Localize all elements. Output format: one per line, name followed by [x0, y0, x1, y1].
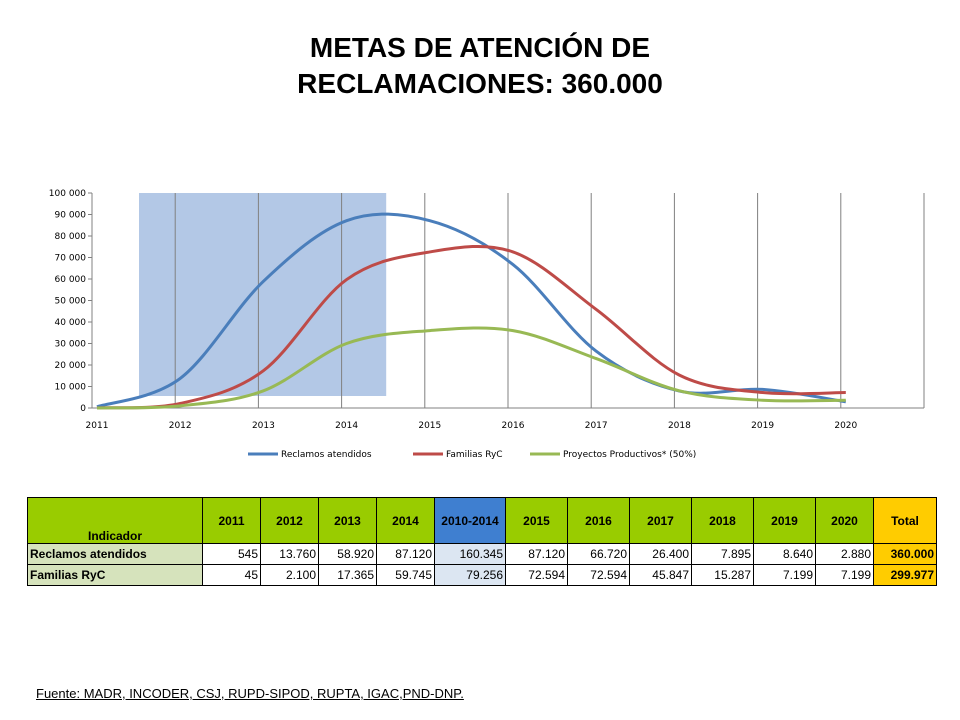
table-cell: 79.256 — [434, 564, 506, 586]
table-cell: 2.100 — [260, 564, 319, 586]
x-tick-label: 2012 — [169, 421, 192, 431]
table-cell: 545 — [202, 543, 261, 565]
table-cell: 45 — [202, 564, 261, 586]
x-tick-label: 2019 — [751, 421, 774, 431]
table-cell: 7.895 — [691, 543, 754, 565]
x-tick-label: 2020 — [834, 421, 857, 431]
y-tick-label: 0 — [80, 404, 86, 414]
x-tick-label: 2017 — [585, 421, 608, 431]
table-cell: 17.365 — [318, 564, 377, 586]
header-cell: 2017 — [629, 497, 692, 544]
table-cell: 58.920 — [318, 543, 377, 565]
y-tick-label: 100 000 — [49, 189, 86, 199]
y-tick-label: 70 000 — [55, 254, 87, 264]
header-cell: 2019 — [753, 497, 816, 544]
y-tick-label: 40 000 — [55, 318, 87, 328]
data-table: Indicador 2011 2012 2013 2014 2010-2014 … — [27, 497, 937, 586]
title-line-2: RECLAMACIONES: 360.000 — [297, 68, 663, 99]
table-cell: 360.000 — [873, 543, 937, 565]
table-cell: 15.287 — [691, 564, 754, 586]
y-tick-label: 60 000 — [55, 275, 87, 285]
y-tick-label: 90 000 — [55, 211, 87, 221]
x-tick-label: 2011 — [86, 421, 109, 431]
table-cell: 72.594 — [505, 564, 568, 586]
y-tick-label: 50 000 — [55, 297, 87, 307]
legend-label: Proyectos Productivos* (50%) — [563, 450, 696, 460]
series-line — [96, 244, 846, 410]
table-row: Reclamos atendidos 545 13.760 58.920 87.… — [27, 543, 937, 565]
table-cell: 2.880 — [815, 543, 874, 565]
header-cell: 2015 — [505, 497, 568, 544]
header-cell: 2010-2014 — [434, 497, 506, 544]
header-cell: 2016 — [567, 497, 630, 544]
row-label: Reclamos atendidos — [27, 543, 203, 565]
shaded-period — [139, 193, 387, 396]
legend-label: Reclamos atendidos — [281, 450, 372, 460]
y-tick-label: 10 000 — [55, 383, 87, 393]
header-cell: 2011 — [202, 497, 261, 544]
table-cell: 299.977 — [873, 564, 937, 586]
table-cell: 160.345 — [434, 543, 506, 565]
table-cell: 7.199 — [753, 564, 816, 586]
x-tick-label: 2016 — [502, 421, 525, 431]
table-cell: 7.199 — [815, 564, 874, 586]
line-chart: 0 10 000 20 000 30 000 40 000 50 000 60 000 70 … — [0, 175, 960, 475]
x-tick-label: 2014 — [335, 421, 358, 431]
header-cell: 2020 — [815, 497, 874, 544]
header-cell: 2013 — [318, 497, 377, 544]
indicator-header: Indicador — [27, 497, 203, 544]
x-tick-label: 2015 — [418, 421, 441, 431]
table-header-row: Indicador 2011 2012 2013 2014 2010-2014 … — [27, 497, 937, 544]
header-cell: 2014 — [376, 497, 435, 544]
y-tick-label: 80 000 — [55, 232, 87, 242]
table-cell: 45.847 — [629, 564, 692, 586]
table-cell: 72.594 — [567, 564, 630, 586]
header-cell: Total — [873, 497, 937, 544]
header-cell: 2018 — [691, 497, 754, 544]
source-footer: Fuente: MADR, INCODER, CSJ, RUPD-SIPOD, … — [36, 686, 464, 701]
series-line — [96, 212, 847, 409]
table-cell: 87.120 — [505, 543, 568, 565]
table-cell: 87.120 — [376, 543, 435, 565]
y-tick-label: 30 000 — [55, 340, 87, 350]
legend-label: Familias RyC — [446, 450, 503, 460]
table-cell: 59.745 — [376, 564, 435, 586]
title-line-1: METAS DE ATENCIÓN DE — [309, 32, 651, 63]
page-title: METAS DE ATENCIÓN DE RECLAMACIONES: 360.… — [0, 30, 960, 102]
table-cell: 26.400 — [629, 543, 692, 565]
table-cell: 13.760 — [260, 543, 319, 565]
table-cell: 8.640 — [753, 543, 816, 565]
row-label: Familias RyC — [27, 564, 203, 586]
table-row: Familias RyC 45 2.100 17.365 59.745 79.2… — [27, 564, 937, 586]
x-tick-label: 2018 — [668, 421, 691, 431]
table-cell: 66.720 — [567, 543, 630, 565]
y-tick-label: 20 000 — [55, 361, 87, 371]
x-tick-label: 2013 — [252, 421, 275, 431]
chart-svg: 0 10 000 20 000 30 000 40 000 50 000 60 000 70 … — [49, 189, 925, 460]
series-line — [96, 326, 846, 410]
header-cell: 2012 — [260, 497, 319, 544]
